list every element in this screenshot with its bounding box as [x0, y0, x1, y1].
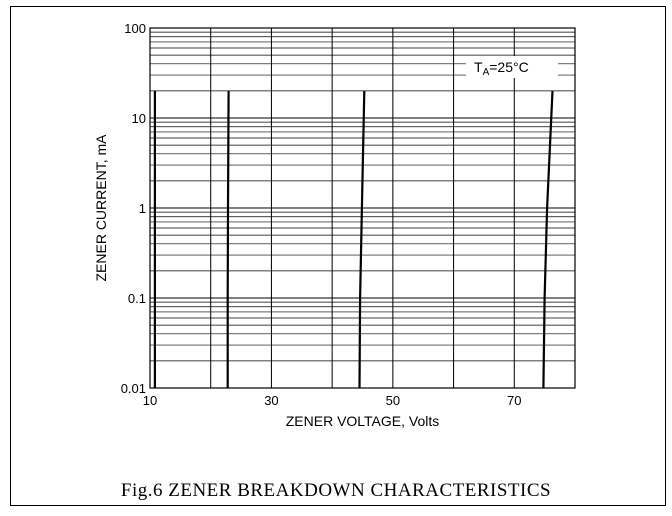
annotation-label: TA=25°C — [474, 59, 529, 78]
y-tick-label: 0.01 — [121, 381, 146, 396]
x-tick-label: 30 — [264, 393, 278, 408]
curves — [153, 90, 554, 389]
y-tick-label: 100 — [124, 21, 146, 36]
y-axis-title: ZENER CURRENT, mA — [93, 134, 109, 282]
x-axis-title: ZENER VOLTAGE, Volts — [286, 413, 440, 429]
y-tick-label: 0.1 — [128, 291, 146, 306]
annotation-rest: =25°C — [489, 59, 528, 75]
figure-caption: Fig.6 ZENER BREAKDOWN CHARACTERISTICS — [120, 480, 552, 501]
y-tick-label: 1 — [139, 201, 146, 216]
plot-border — [149, 27, 576, 389]
figure-frame — [10, 6, 666, 506]
x-tick-label: 70 — [507, 393, 521, 408]
breakdown-curve — [226, 90, 230, 388]
x-tick-label: 10 — [143, 393, 157, 408]
x-tick-label: 50 — [386, 393, 400, 408]
temperature-annotation: TA=25°C — [466, 56, 558, 78]
breakdown-curve — [358, 90, 366, 389]
annotation-background — [466, 56, 558, 78]
annotation-subscript: A — [483, 67, 490, 78]
breakdown-curve — [542, 90, 554, 389]
y-tick-label: 10 — [132, 111, 146, 126]
tick-labels: 10 30 50 70 0.01 0.1 1 10 100 — [121, 21, 522, 408]
annotation-main: T — [474, 59, 483, 75]
